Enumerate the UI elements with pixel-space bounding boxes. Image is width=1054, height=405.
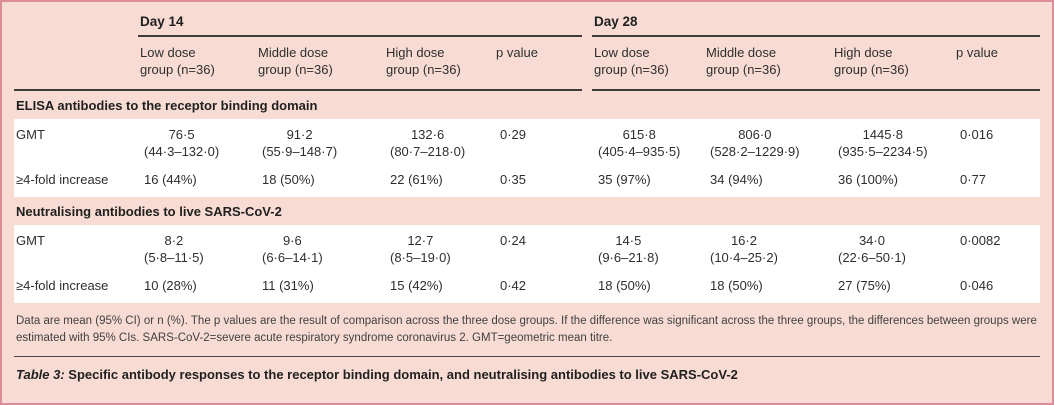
table-caption: Table 3: Specific antibody responses to … [14,356,1040,383]
column-header-d14-low: Low dose group (n=36) [138,37,256,91]
caption-prefix: Table 3: [16,367,65,382]
p-value-cell: 0·35 [500,172,527,187]
data-cell: 22 (61%) [390,172,443,187]
data-cell: 34 (94%) [710,172,763,187]
group-gap [582,169,592,180]
group-gap [582,37,592,91]
column-header-d14-pvalue: p value [494,37,582,91]
p-value-cell: 0·016 [960,127,994,142]
row-label: GMT [16,127,45,142]
caption-text: Specific antibody responses to the recep… [68,367,738,382]
data-cell: 8·2 (5·8–11·5) [144,233,204,265]
data-cell: 132·6 (80·7–218·0) [390,127,466,159]
header-row-days: Day 14 Day 28 [14,2,1040,37]
column-header-d28-pvalue: p value [954,37,1040,91]
data-cell: 18 (50%) [598,278,651,293]
day28-group-header: Day 28 [592,12,1040,37]
data-cell: 12·7 (8·5–19·0) [390,233,451,265]
group-gap [582,119,592,135]
p-value-cell: 0·29 [500,127,527,142]
data-cell: 18 (50%) [710,278,763,293]
data-cell: 15 (42%) [390,278,443,293]
day14-group-header: Day 14 [138,12,582,37]
data-cell: 1445·8 (935·5–2234·5) [838,127,928,159]
data-cell: 10 (28%) [144,278,197,293]
p-value-cell: 0·046 [960,278,994,293]
section-header-neutralising: Neutralising antibodies to live SARS-CoV… [14,197,1040,225]
data-cell: 91·2 (55·9–148·7) [262,127,338,159]
row-label: GMT [16,233,45,248]
data-cell: 806·0 (528·2–1229·9) [710,127,800,159]
table-row-neut-gmt: GMT 8·2 (5·8–11·5) 9·6 (6·6–14·1) 12·7 (… [14,225,1040,275]
header-row-columns: Low dose group (n=36) Middle dose group … [14,37,1040,91]
table-row-neut-fold: ≥4-fold increase 10 (28%) 11 (31%) 15 (4… [14,275,1040,303]
table-footnote: Data are mean (95% CI) or n (%). The p v… [16,315,1037,344]
data-cell: 76·5 (44·3–132·0) [144,127,220,159]
data-cell: 27 (75%) [838,278,891,293]
data-cell: 35 (97%) [598,172,651,187]
p-value-cell: 0·42 [500,278,527,293]
column-header-d28-middle: Middle dose group (n=36) [704,37,832,91]
data-cell: 9·6 (6·6–14·1) [262,233,323,265]
column-header-d28-low: Low dose group (n=36) [592,37,704,91]
column-header-d14-middle: Middle dose group (n=36) [256,37,384,91]
section-title: ELISA antibodies to the receptor binding… [16,98,318,113]
row-label: ≥4-fold increase [16,172,109,187]
group-gap [582,275,592,286]
p-value-cell: 0·24 [500,233,527,248]
data-cell: 16 (44%) [144,172,197,187]
column-header-d28-high: High dose group (n=36) [832,37,954,91]
column-header-d14-high: High dose group (n=36) [384,37,494,91]
header-label-spacer [14,37,138,91]
data-cell: 18 (50%) [262,172,315,187]
p-value-cell: 0·0082 [960,233,1001,248]
table-row-elisa-fold: ≥4-fold increase 16 (44%) 18 (50%) 22 (6… [14,169,1040,197]
table-row-elisa-gmt: GMT 76·5 (44·3–132·0) 91·2 (55·9–148·7) … [14,119,1040,169]
data-cell: 11 (31%) [262,278,314,293]
data-cell: 34·0 (22·6–50·1) [838,233,906,265]
data-cell: 14·5 (9·6–21·8) [598,233,659,265]
data-cell: 36 (100%) [838,172,898,187]
section-header-elisa: ELISA antibodies to the receptor binding… [14,91,1040,119]
row-label: ≥4-fold increase [16,278,109,293]
section-title: Neutralising antibodies to live SARS-CoV… [16,204,282,219]
group-gap [582,225,592,241]
data-cell: 16·2 (10·4–25·2) [710,233,778,265]
p-value-cell: 0·77 [960,172,987,187]
data-cell: 615·8 (405·4–935·5) [598,127,681,159]
